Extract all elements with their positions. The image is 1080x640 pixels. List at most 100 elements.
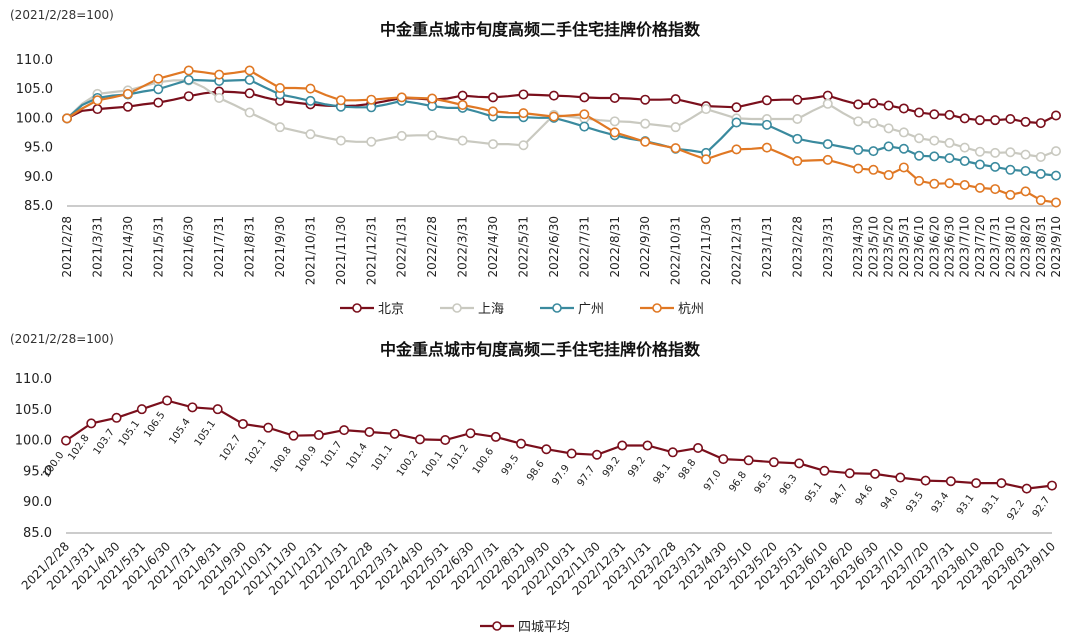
chart-1-point [1020, 186, 1031, 197]
chart-2-data-label: 100.9 [294, 444, 319, 474]
chart-2-data-label: 99.2 [626, 455, 648, 480]
chart-2-point [86, 418, 97, 429]
chart-1-svg: 85.0 90.0 95.0 100.0 105.0 110.0 2021/2/28 2021… [16, 53, 1063, 317]
chart-1-point [214, 92, 225, 103]
chart-1-legend-item-2: 上海 [440, 302, 504, 317]
chart-2-data-label: 96.5 [753, 472, 775, 497]
chart-1-point [335, 135, 346, 146]
chart-2-data-label: 96.8 [727, 470, 749, 495]
chart-2-data-label: 98.8 [677, 457, 699, 482]
chart-1-xtick-label: 2023/6/20 [927, 216, 941, 278]
chart-2-legend-item-1: 四城平均 [480, 620, 570, 635]
chart-1-point [868, 146, 879, 157]
chart-1-point [488, 139, 499, 150]
chart-1-xtick-label: 2022/9/30 [638, 216, 652, 278]
legend-marker-swatch [452, 303, 462, 313]
chart-1-point [944, 153, 955, 164]
chart-1-point [457, 90, 468, 101]
chart-2-ytick-label: 100.0 [15, 434, 52, 449]
legend-marker-swatch [492, 621, 502, 631]
chart-1-point [898, 162, 909, 173]
chart-1-ytick-label: 90.0 [24, 170, 53, 185]
chart-1-point [427, 93, 438, 104]
chart-2-title: 中金重点城市旬度高频二手住宅挂牌价格指数 [379, 340, 700, 359]
chart-1-point [701, 154, 712, 165]
chart-2-point [440, 434, 451, 445]
chart-1-point [822, 154, 833, 165]
chart-2-data-label: 103.7 [92, 427, 117, 457]
chart-1-point [305, 129, 316, 140]
legend-label: 北京 [378, 302, 404, 317]
chart-1-point [488, 92, 499, 103]
chart-2-data-label: 105.4 [167, 417, 192, 447]
chart-1-point [1005, 189, 1016, 200]
chart-1-point [1051, 110, 1062, 121]
chart-1-xtick-label: 2021/4/30 [121, 216, 135, 278]
chart-2-data-label: 99.5 [500, 453, 522, 478]
chart-2-data-label: 92.2 [1005, 498, 1027, 523]
chart-1-xtick-label: 2021/3/31 [90, 216, 104, 278]
chart-2-data-label: 95.1 [803, 480, 825, 505]
chart-1-point [761, 119, 772, 130]
chart-1-point [1005, 147, 1016, 158]
chart-2-data-label: 98.6 [525, 459, 547, 484]
chart-2-point [895, 472, 906, 483]
chart-1-point [883, 170, 894, 181]
chart-1-point [1035, 195, 1046, 206]
chart-1-point [974, 115, 985, 126]
chart-1-ytick-label: 110.0 [16, 53, 53, 68]
chart-2-data-label: 93.4 [930, 491, 952, 516]
chart-2-data-label: 101.1 [370, 443, 395, 473]
chart-1-xtick-label: 2022/8/31 [608, 216, 622, 278]
chart-1-xtick-label: 2023/5/31 [897, 216, 911, 278]
chart-1-point [1051, 170, 1062, 181]
chart-2-data-label: 94.6 [854, 483, 876, 508]
chart-1-ytick-label: 105.0 [16, 82, 53, 97]
chart-1-point [959, 113, 970, 124]
chart-1-xtick-label: 2023/6/10 [912, 216, 926, 278]
chart-1-point [518, 140, 529, 151]
chart-1-point [244, 74, 255, 85]
chart-2-data-label: 100.8 [269, 445, 294, 475]
chart-1-point [990, 115, 1001, 126]
chart-1-xtick-label: 2023/2/28 [790, 216, 804, 278]
chart-1-point [1020, 116, 1031, 127]
chart-1-point [898, 143, 909, 154]
chart-1-point [640, 118, 651, 129]
chart-1-point [761, 142, 772, 153]
chart-1-point [1005, 164, 1016, 175]
chart-1-point [1035, 168, 1046, 179]
chart-2-point [313, 430, 324, 441]
chart-2-data-label: 93.1 [980, 493, 1002, 518]
chart-1-point [1035, 118, 1046, 129]
chart-1-point [518, 108, 529, 119]
chart-1-xtick-label: 2022/7/31 [577, 216, 591, 278]
chart-2-series-line-1 [65, 399, 1053, 490]
chart-1-point [868, 118, 879, 129]
chart-1-base-note: (2021/2/28=100) [10, 8, 114, 22]
chart-2-point [945, 476, 956, 487]
chart-1-xtick-label: 2021/5/31 [151, 216, 165, 278]
legend-label: 广州 [578, 302, 604, 317]
chart-2-point [591, 449, 602, 460]
chart-1-point [1035, 151, 1046, 162]
chart-1-point [579, 92, 590, 103]
chart-1-point [670, 94, 681, 105]
chart-1-xtick-label: 2023/7/10 [958, 216, 972, 278]
chart-2-point [920, 475, 931, 486]
chart-1-point [183, 74, 194, 85]
chart-2-data-label: 101.4 [344, 441, 369, 471]
chart-2-point [1047, 480, 1058, 491]
chart-2-data-label: 102.7 [218, 433, 243, 463]
chart-2-point [60, 435, 71, 446]
chart-2-data-label: 105.1 [117, 419, 142, 449]
legend-marker-swatch [552, 303, 562, 313]
chart-1-xtick-label: 2022/1/31 [395, 216, 409, 278]
chart-2-data-label: 94.0 [879, 487, 901, 512]
chart-1-point [959, 179, 970, 190]
chart-1-point [92, 104, 103, 115]
chart-1-xtick-label: 2023/8/20 [1019, 216, 1033, 278]
chart-1-point [609, 116, 620, 127]
chart-2-point [1021, 483, 1032, 494]
chart-1-point [990, 147, 1001, 158]
